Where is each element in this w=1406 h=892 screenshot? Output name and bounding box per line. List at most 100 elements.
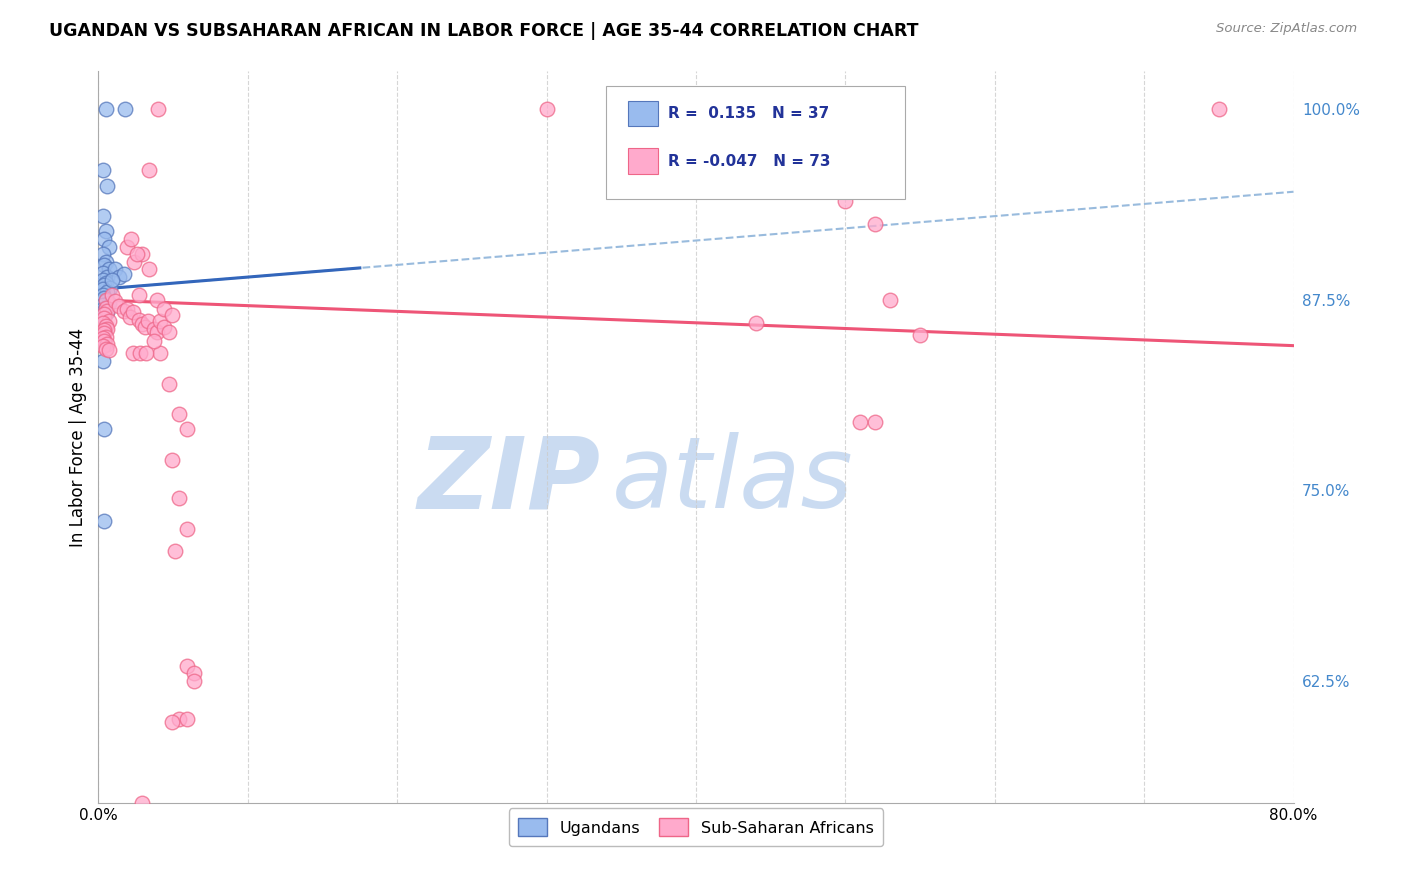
Point bbox=[93, 326, 115, 341]
Point bbox=[176, 521, 198, 535]
Point bbox=[128, 312, 150, 326]
Point bbox=[183, 673, 205, 688]
Point bbox=[101, 273, 124, 287]
Point bbox=[108, 299, 131, 313]
Point bbox=[865, 217, 887, 231]
Point bbox=[121, 305, 143, 319]
Point bbox=[145, 325, 167, 339]
Point bbox=[93, 514, 115, 528]
Point bbox=[91, 301, 114, 316]
Text: atlas: atlas bbox=[613, 433, 853, 530]
Point bbox=[157, 325, 180, 339]
Text: R = -0.047   N = 73: R = -0.047 N = 73 bbox=[668, 153, 831, 169]
Text: Source: ZipAtlas.com: Source: ZipAtlas.com bbox=[1216, 22, 1357, 36]
Point bbox=[129, 346, 152, 360]
Point bbox=[96, 270, 118, 285]
Point bbox=[93, 323, 115, 337]
Point bbox=[91, 209, 114, 223]
Point bbox=[138, 262, 160, 277]
Point bbox=[145, 293, 167, 307]
Point bbox=[91, 354, 114, 368]
Point bbox=[94, 224, 117, 238]
Point bbox=[98, 281, 122, 295]
Point bbox=[124, 255, 146, 269]
Point bbox=[91, 288, 114, 302]
Point bbox=[96, 303, 118, 318]
Point bbox=[112, 303, 135, 318]
Point bbox=[101, 288, 124, 302]
Point bbox=[94, 103, 117, 117]
Point bbox=[136, 314, 159, 328]
Point bbox=[121, 346, 143, 360]
Point bbox=[108, 270, 131, 285]
Point bbox=[160, 453, 183, 467]
Point bbox=[91, 265, 114, 279]
Point bbox=[142, 334, 165, 348]
Point bbox=[91, 316, 114, 330]
Point bbox=[93, 334, 115, 348]
Point bbox=[94, 301, 117, 315]
Point bbox=[128, 288, 150, 302]
Point bbox=[94, 301, 117, 315]
Point bbox=[834, 194, 856, 208]
Point bbox=[93, 258, 115, 272]
Point bbox=[91, 308, 114, 322]
Point bbox=[160, 714, 183, 729]
Point bbox=[1208, 103, 1230, 117]
Y-axis label: In Labor Force | Age 35-44: In Labor Force | Age 35-44 bbox=[69, 327, 87, 547]
Point bbox=[115, 301, 138, 316]
Text: R =  0.135   N = 37: R = 0.135 N = 37 bbox=[668, 105, 830, 120]
Point bbox=[131, 247, 153, 261]
Point bbox=[112, 267, 135, 281]
Point bbox=[120, 232, 142, 246]
Point bbox=[96, 337, 118, 351]
Point bbox=[153, 301, 176, 316]
Point bbox=[176, 422, 198, 436]
FancyBboxPatch shape bbox=[606, 86, 905, 200]
Point bbox=[183, 666, 205, 681]
Point bbox=[104, 294, 127, 309]
Point bbox=[94, 342, 117, 356]
Point bbox=[127, 247, 149, 261]
Point bbox=[91, 297, 114, 311]
Point bbox=[91, 282, 114, 296]
Point bbox=[118, 310, 141, 324]
Point bbox=[134, 320, 156, 334]
Point bbox=[94, 293, 117, 307]
Point bbox=[94, 276, 117, 290]
Point bbox=[138, 163, 160, 178]
Point bbox=[97, 262, 120, 277]
Point bbox=[153, 320, 176, 334]
Point bbox=[114, 103, 136, 117]
Point bbox=[97, 296, 120, 310]
Bar bbox=[628, 148, 658, 174]
Point bbox=[93, 311, 115, 326]
Point bbox=[97, 314, 120, 328]
Point bbox=[167, 407, 190, 421]
Point bbox=[93, 292, 115, 306]
Point bbox=[94, 318, 117, 333]
Point bbox=[115, 239, 138, 253]
Point bbox=[104, 262, 127, 277]
Point bbox=[160, 308, 183, 322]
Point bbox=[865, 415, 887, 429]
Point bbox=[93, 232, 115, 246]
Point bbox=[131, 796, 153, 810]
Point bbox=[96, 305, 118, 319]
Point bbox=[149, 346, 172, 360]
Point bbox=[135, 346, 157, 360]
Point bbox=[97, 343, 120, 358]
Point bbox=[167, 491, 190, 505]
Point bbox=[93, 307, 115, 321]
Legend: Ugandans, Sub-Saharan Africans: Ugandans, Sub-Saharan Africans bbox=[509, 808, 883, 846]
Point bbox=[93, 277, 115, 292]
Point bbox=[908, 328, 931, 343]
Point bbox=[94, 329, 117, 343]
Point bbox=[157, 376, 180, 391]
Point bbox=[96, 322, 118, 336]
Point bbox=[176, 658, 198, 673]
Point bbox=[96, 285, 118, 300]
Point bbox=[149, 314, 172, 328]
Point bbox=[93, 303, 115, 318]
Point bbox=[745, 316, 768, 330]
